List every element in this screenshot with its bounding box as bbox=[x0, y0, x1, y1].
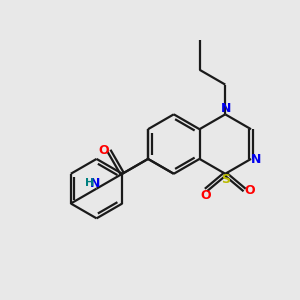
Text: O: O bbox=[244, 184, 255, 196]
Text: O: O bbox=[98, 144, 109, 157]
Text: S: S bbox=[221, 172, 230, 186]
Text: H: H bbox=[85, 178, 94, 188]
Text: N: N bbox=[90, 177, 100, 190]
Text: O: O bbox=[201, 189, 211, 202]
Text: N: N bbox=[251, 153, 262, 166]
Text: N: N bbox=[221, 103, 231, 116]
